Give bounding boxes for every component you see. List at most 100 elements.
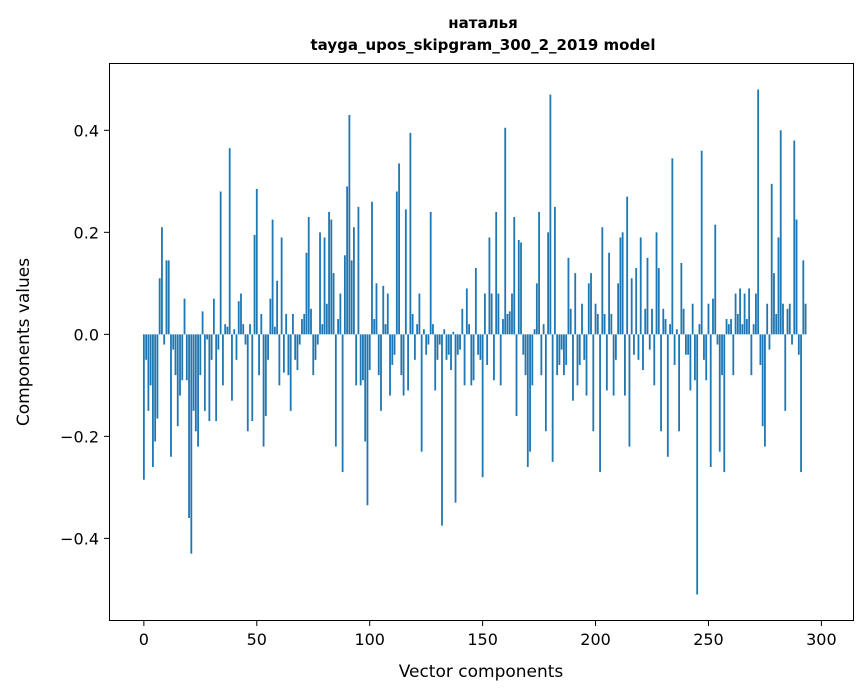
- bar: [237, 301, 240, 335]
- bar: [393, 334, 396, 355]
- bar: [802, 260, 805, 335]
- bar: [721, 334, 723, 376]
- bar: [312, 334, 315, 376]
- bar: [522, 334, 525, 355]
- bar: [493, 334, 495, 381]
- bar: [423, 329, 425, 335]
- bar: [773, 273, 775, 335]
- bar: [596, 313, 599, 335]
- bar: [628, 334, 631, 447]
- bar: [748, 288, 751, 335]
- bar: [791, 334, 793, 345]
- bar: [759, 334, 762, 365]
- bar: [490, 293, 493, 335]
- bar: [777, 237, 780, 335]
- bar: [705, 334, 708, 381]
- bar: [666, 334, 669, 457]
- bar: [357, 206, 360, 335]
- bar: [646, 257, 649, 335]
- bar: [495, 211, 498, 335]
- bar: [339, 293, 342, 335]
- bar: [201, 311, 204, 335]
- bar: [619, 237, 622, 335]
- bar: [696, 334, 699, 595]
- bar: [488, 237, 491, 335]
- bar: [224, 324, 227, 335]
- bar: [786, 308, 789, 335]
- bar: [434, 334, 437, 391]
- bar: [287, 334, 290, 376]
- bar: [633, 334, 635, 355]
- bar: [377, 334, 380, 376]
- bar: [380, 334, 382, 411]
- bar: [766, 303, 769, 335]
- bar: [163, 334, 166, 345]
- bar: [725, 319, 728, 335]
- x-tick-label: 0: [139, 630, 149, 649]
- x-tick-label: 100: [354, 630, 385, 649]
- bar: [468, 324, 470, 335]
- bar: [784, 334, 787, 411]
- bar: [298, 334, 301, 345]
- bar: [463, 334, 466, 386]
- bar: [481, 334, 484, 478]
- bar: [675, 329, 678, 335]
- bar: [594, 303, 597, 335]
- bar: [743, 293, 746, 335]
- bar: [549, 94, 552, 335]
- bar: [409, 132, 412, 335]
- bar: [373, 319, 376, 335]
- bar: [700, 150, 703, 335]
- bar: [172, 334, 175, 350]
- bar: [788, 303, 791, 335]
- bar: [547, 232, 550, 335]
- bar: [149, 334, 152, 386]
- bar: [739, 288, 741, 335]
- bar: [723, 334, 726, 473]
- bar: [544, 334, 547, 432]
- bar: [147, 334, 150, 411]
- bar: [603, 313, 606, 335]
- bar: [359, 334, 362, 386]
- bar: [691, 303, 694, 335]
- bar: [779, 130, 782, 335]
- bar: [574, 273, 577, 335]
- bar: [569, 308, 572, 335]
- bar: [425, 334, 428, 355]
- bar: [587, 283, 590, 335]
- bar: [474, 268, 477, 335]
- bar: [185, 334, 188, 381]
- bar: [395, 191, 398, 335]
- bar: [459, 334, 461, 350]
- bar: [621, 232, 624, 335]
- bar: [452, 331, 455, 335]
- bar: [321, 324, 324, 335]
- bar: [506, 313, 509, 335]
- x-tick-label: 250: [693, 630, 724, 649]
- bar: [538, 211, 540, 335]
- bar: [206, 334, 209, 340]
- bar: [353, 227, 355, 335]
- bar: [296, 334, 299, 371]
- bar: [269, 298, 272, 335]
- bar: [687, 334, 690, 355]
- bar: [411, 313, 414, 335]
- bar: [664, 319, 667, 335]
- bar: [714, 224, 717, 335]
- bar: [447, 334, 450, 355]
- bar: [307, 217, 310, 335]
- chart-title: наталья: [448, 14, 517, 32]
- bar: [271, 219, 274, 335]
- bar: [355, 334, 358, 386]
- bar: [330, 219, 333, 335]
- bar: [441, 334, 443, 526]
- bar: [540, 334, 543, 376]
- bar: [517, 239, 520, 335]
- bars-group: [142, 89, 807, 595]
- bar: [222, 334, 224, 386]
- bar: [382, 285, 385, 335]
- bar: [456, 334, 459, 355]
- bar: [443, 329, 446, 335]
- bar: [343, 255, 346, 335]
- bar: [563, 334, 565, 376]
